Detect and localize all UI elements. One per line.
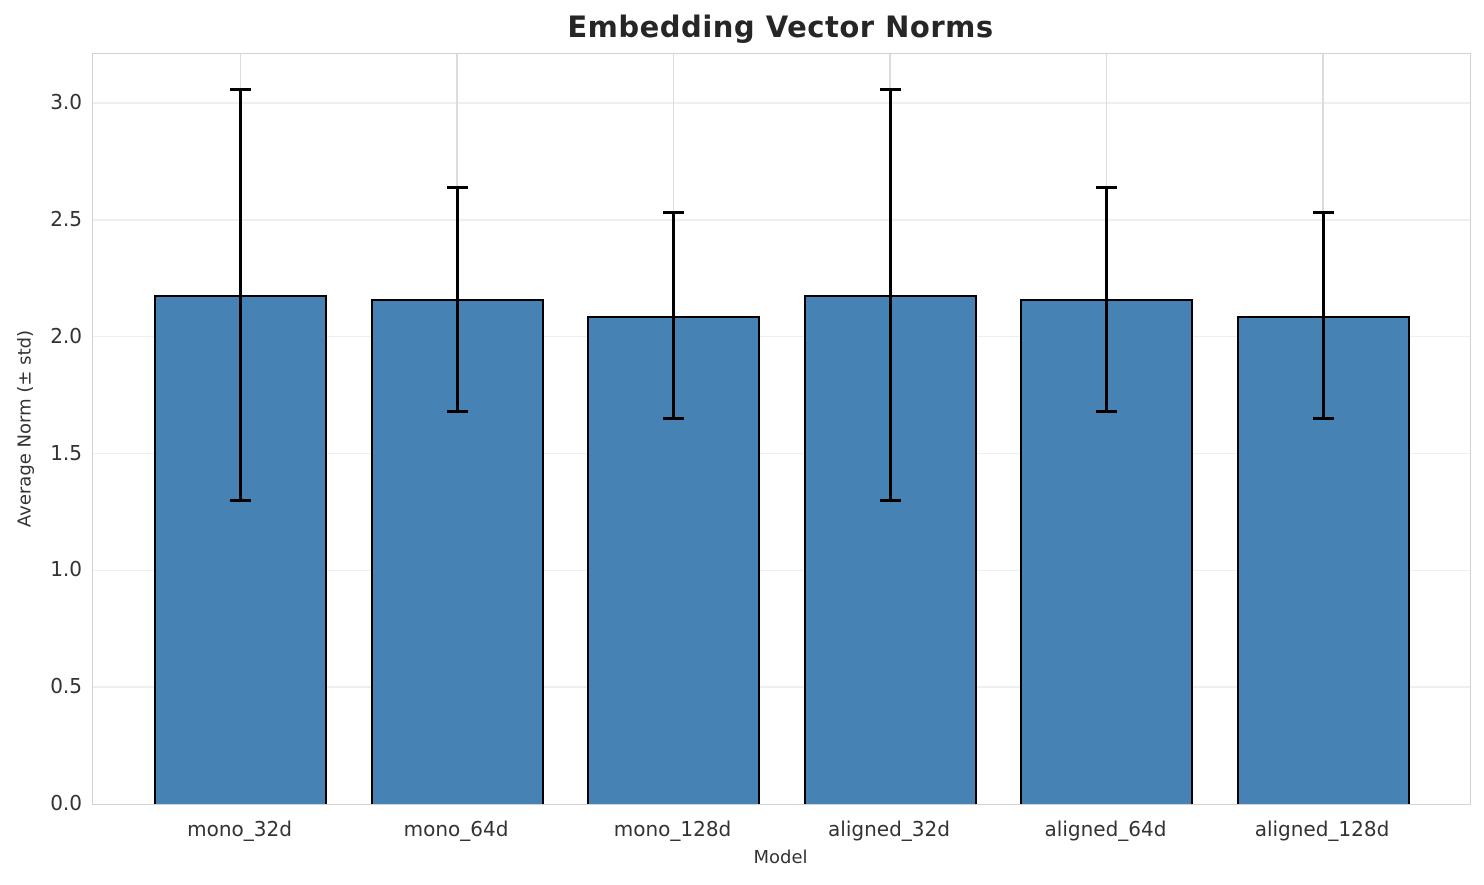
error-bar-cap-bottom [1312,416,1334,420]
error-bar-cap-top [230,87,251,91]
h-gridline [93,452,1470,455]
error-bar-cap-top [1312,211,1334,215]
y-tick-label: 0.5 [50,674,82,699]
x-axis-label: Model [753,847,808,868]
x-tick-label: mono_64d [403,817,509,841]
h-gridline [93,102,1470,104]
error-bar-cap-bottom [663,416,684,420]
x-tick-label: aligned_32d [828,817,950,841]
error-bar-line [239,89,242,501]
chart-title: Embedding Vector Norms [567,10,994,44]
y-tick-label: 2.0 [50,323,82,348]
y-tick-label: 1.0 [50,557,82,582]
plot-area [92,53,1471,805]
h-gridline [93,219,1470,221]
x-tick-label: aligned_64d [1044,817,1167,841]
error-bar-line [455,187,459,412]
h-gridline [93,335,1470,338]
error-bar-line [672,212,675,419]
h-gridline [93,569,1470,572]
y-tick-label: 2.5 [50,206,82,231]
error-bar-cap-top [1096,185,1117,189]
y-tick-label: 0.0 [50,791,82,815]
error-bar-cap-top [663,211,684,215]
error-bar-cap-bottom [230,498,251,502]
error-bar-cap-top [446,185,468,189]
h-gridline [93,686,1470,688]
error-bar-cap-top [879,87,901,91]
error-bar-line [888,89,892,501]
x-tick-label: mono_32d [187,817,292,841]
x-tick-label: mono_128d [613,817,732,841]
error-bar-cap-bottom [446,409,468,413]
y-tick-label: 3.0 [50,90,82,115]
x-tick-label: aligned_128d [1254,817,1390,841]
y-tick-label: 1.5 [50,440,82,465]
error-bar-cap-bottom [879,498,901,502]
y-axis-label: Average Norm (± std) [14,329,36,528]
error-bar-line [1105,187,1108,412]
error-bar-cap-bottom [1096,409,1117,413]
error-bar-line [1321,212,1325,419]
